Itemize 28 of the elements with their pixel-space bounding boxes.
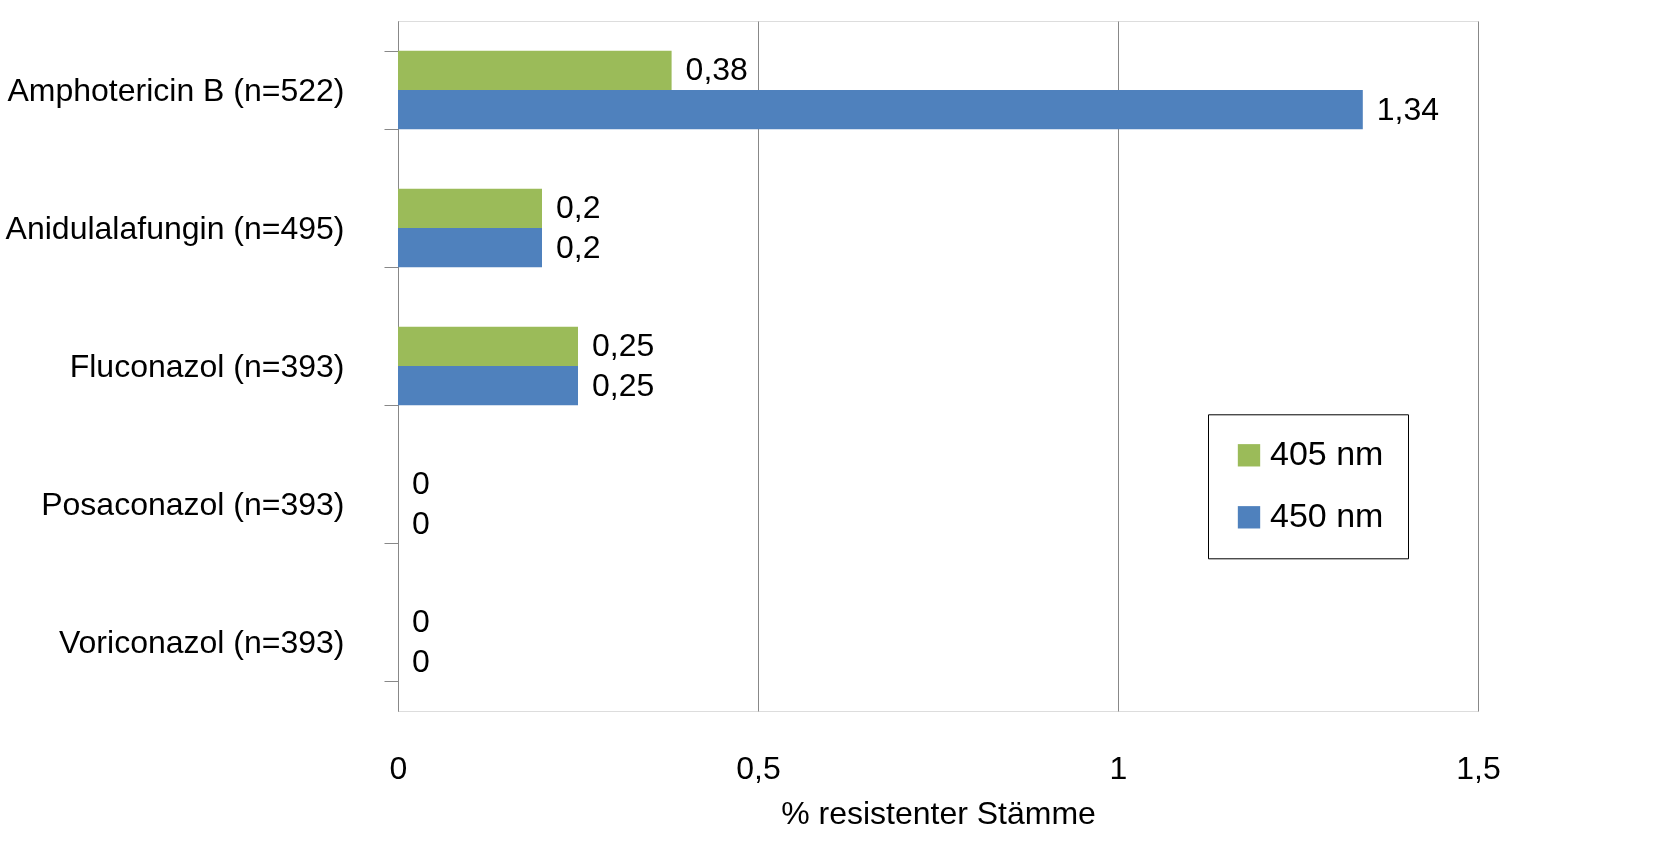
y-tick-label: Posaconazol (n=393) (41, 485, 345, 522)
data-label: 0 (412, 504, 430, 541)
y-tick-label: Fluconazol (n=393) (69, 347, 345, 384)
x-tick-label: 0 (389, 749, 408, 786)
data-label: 0,2 (556, 228, 601, 265)
y-tick-label: Voriconazol (n=393) (58, 623, 345, 660)
bar (398, 50, 672, 90)
y-tick-label: Anidulalafungin (n=495) (5, 209, 345, 246)
data-label: 1,34 (1376, 90, 1440, 127)
bar (398, 90, 1363, 130)
x-tick-label: 1 (1109, 749, 1128, 786)
y-tick-label: Amphotericin B (n=522) (7, 71, 345, 108)
data-label: 0,25 (592, 366, 655, 403)
bar (398, 366, 578, 406)
data-label: 0,2 (556, 189, 601, 226)
bar (398, 228, 542, 268)
legend-label: 450 nm (1270, 496, 1384, 535)
bar (398, 326, 578, 366)
data-label: 0 (412, 642, 430, 679)
x-axis-title: % resistenter Stämme (781, 794, 1096, 831)
data-label: 0,38 (685, 51, 748, 88)
data-label: 0 (412, 465, 430, 502)
bar (398, 188, 542, 228)
x-tick-label: 1,5 (1456, 749, 1501, 786)
x-tick-label: 0,5 (736, 749, 781, 786)
legend-label: 405 nm (1270, 434, 1384, 473)
data-label: 0 (412, 603, 430, 640)
data-label: 0,25 (592, 327, 655, 364)
